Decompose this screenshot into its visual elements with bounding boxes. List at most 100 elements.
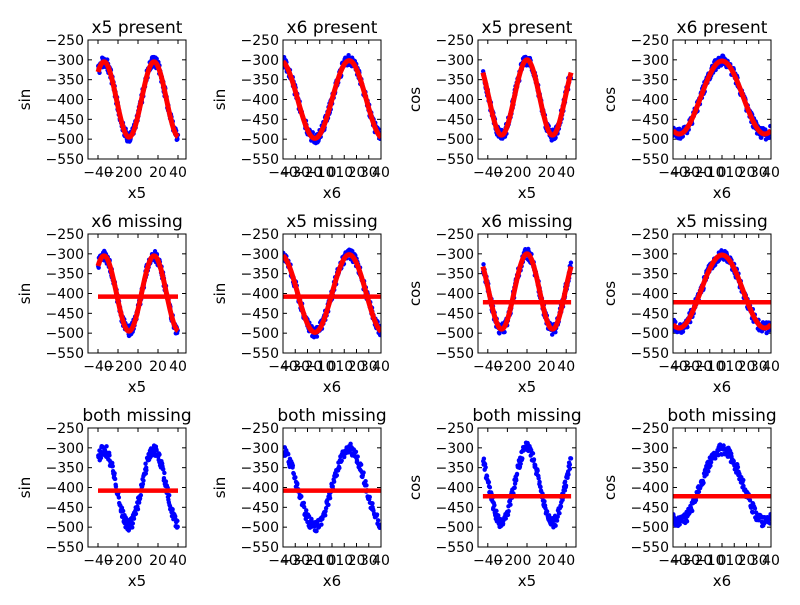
data-point	[135, 507, 141, 512]
data-point	[481, 456, 487, 461]
data-point	[530, 451, 536, 456]
subplot-title: x5 missing	[286, 212, 378, 232]
y-tick-label: −550	[631, 540, 669, 556]
y-tick-label: −250	[436, 227, 474, 243]
x-tick-label: −40	[473, 553, 503, 569]
data-point	[378, 522, 381, 528]
x-tick-label: 20	[738, 553, 756, 569]
data-point	[741, 477, 746, 483]
data-point	[536, 476, 541, 481]
data-point	[763, 127, 768, 132]
plot-frame	[672, 233, 772, 354]
data-point	[558, 504, 564, 509]
y-tick-label: −250	[241, 421, 279, 437]
y-tick-label: −400	[631, 481, 669, 497]
x-axis-label: x6	[713, 378, 731, 396]
x-tick-label: 40	[169, 359, 187, 375]
data-point	[766, 135, 771, 141]
data-point	[554, 518, 560, 523]
data-point	[505, 512, 511, 518]
y-tick-label: −400	[631, 287, 669, 303]
x-tick-label: −20	[493, 165, 523, 181]
data-point	[143, 461, 148, 466]
x-tick-label: 30	[750, 553, 768, 569]
data-point	[567, 466, 573, 472]
y-tick-label: −500	[46, 520, 84, 536]
data-point	[483, 465, 488, 470]
x-tick-label: 40	[557, 359, 575, 375]
y-tick-label: −350	[46, 267, 84, 283]
y-tick-label: −450	[436, 500, 474, 516]
x-tick-label: −20	[683, 165, 713, 181]
data-point	[553, 523, 558, 528]
y-tick-label: −250	[436, 33, 474, 49]
data-point	[721, 443, 726, 448]
data-point	[708, 463, 713, 468]
x-tick-label: −20	[493, 553, 523, 569]
data-point	[565, 475, 570, 481]
y-tick-label: −400	[436, 481, 474, 497]
x-tick-label: 20	[738, 165, 756, 181]
data-point	[731, 458, 736, 464]
y-tick-label: −550	[631, 346, 669, 362]
data-point	[323, 505, 329, 511]
data-point	[133, 511, 139, 516]
data-point	[741, 483, 746, 489]
data-point	[131, 516, 137, 521]
y-tick-label: −300	[241, 441, 279, 457]
y-tick-label: −450	[241, 500, 279, 516]
x-tick-label: −30	[280, 553, 310, 569]
data-point	[355, 454, 360, 459]
data-point	[481, 262, 486, 267]
y-tick-label: −300	[46, 247, 84, 263]
data-point	[350, 249, 355, 254]
plot-area	[96, 443, 180, 533]
data-point	[163, 479, 169, 484]
subplot-title: both missing	[472, 406, 581, 426]
y-tick-label: −300	[241, 53, 279, 69]
data-point	[353, 449, 359, 454]
y-tick-label: −400	[46, 287, 84, 303]
data-point	[535, 468, 540, 473]
plot-frame	[282, 233, 382, 354]
x-tick-label: 30	[750, 165, 768, 181]
plot-frame	[87, 427, 187, 548]
x-tick-label: 40	[557, 165, 575, 181]
y-tick-label: −400	[241, 481, 279, 497]
y-axis-label: cos	[601, 87, 619, 112]
y-axis-label: cos	[601, 475, 619, 500]
x-axis-label: x6	[323, 184, 341, 202]
y-tick-label: −250	[46, 33, 84, 49]
x-tick-label: −40	[268, 553, 298, 569]
data-point	[309, 516, 314, 522]
data-point	[348, 441, 353, 447]
y-tick-label: −400	[46, 93, 84, 109]
data-point	[531, 457, 537, 462]
plot-frame	[672, 427, 772, 548]
data-point	[295, 481, 300, 486]
data-point	[342, 454, 347, 460]
data-point	[537, 479, 542, 485]
y-tick-label: −250	[46, 421, 84, 437]
data-point	[568, 456, 574, 461]
data-point	[713, 456, 718, 461]
data-point	[175, 518, 180, 524]
data-point	[673, 319, 678, 325]
x-tick-label: 10	[335, 553, 353, 569]
data-point	[764, 330, 769, 336]
data-point	[538, 484, 543, 490]
y-tick-label: −400	[241, 287, 279, 303]
x-tick-label: 0	[328, 359, 337, 375]
y-tick-label: −300	[436, 247, 474, 263]
subplot: x6 missingsinx5−250−300−350−400−450−500−…	[16, 212, 187, 396]
x-tick-label: 40	[762, 359, 780, 375]
y-axis-label: sin	[211, 477, 229, 499]
x-tick-label: −10	[305, 359, 335, 375]
x-tick-label: 0	[134, 359, 143, 375]
x-axis-label: x5	[518, 184, 536, 202]
x-tick-label: 10	[725, 553, 743, 569]
y-tick-label: −450	[241, 306, 279, 322]
x-tick-label: −20	[293, 165, 323, 181]
y-tick-label: −500	[436, 326, 474, 342]
subplot: both missingcosx6−250−300−350−400−450−50…	[601, 406, 780, 590]
